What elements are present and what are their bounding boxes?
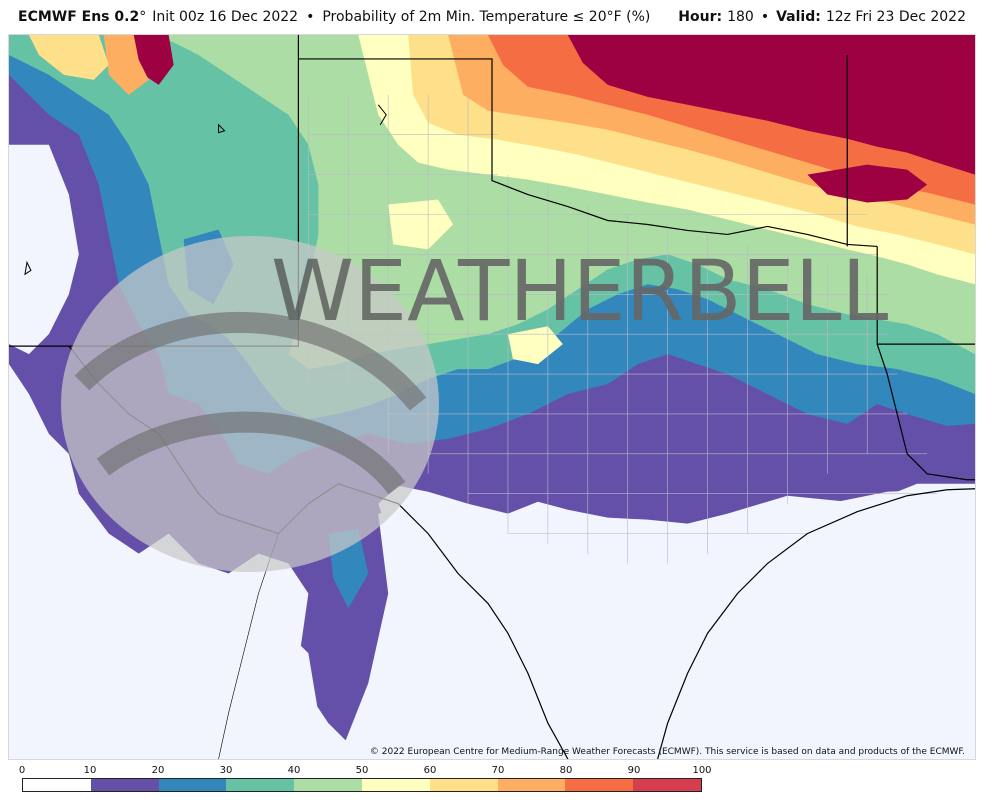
border-mexico-internal	[218, 533, 279, 759]
band-0-10-west	[9, 144, 79, 355]
legend-color-bin	[565, 779, 634, 791]
legend-tick-label: 20	[151, 765, 165, 776]
band-0-10-southwest	[9, 473, 319, 759]
lake-3	[24, 260, 32, 276]
legend-tick-label: 90	[627, 765, 641, 776]
band-50-60-south	[507, 326, 563, 365]
county-lines	[308, 94, 938, 564]
legend-color-bin	[158, 779, 227, 791]
bullet-separator-2: •	[760, 9, 770, 25]
legend-color-bin	[633, 779, 701, 791]
band-90-100	[567, 35, 975, 175]
color-legend: 0 10 20 30 40 50 60 70 80 90 100	[18, 764, 712, 804]
legend-tick-label: 70	[491, 765, 505, 776]
hour-label: Hour:	[678, 9, 723, 25]
border-gulf-coast	[657, 488, 975, 759]
product-title: Probability of 2m Min. Temperature ≤ 20°…	[322, 9, 651, 25]
border-oklahoma-panhandle	[298, 58, 878, 248]
band-0-10-gulf	[338, 488, 975, 759]
legend-colorbar	[22, 778, 702, 792]
hour-value: 180	[727, 9, 754, 25]
legend-ticks: 0 10 20 30 40 50 60 70 80 90 100	[18, 764, 712, 778]
weatherbell-logo-icon: WEATHERBELL	[61, 236, 888, 572]
valid-value: 12z Fri 23 Dec 2022	[825, 9, 966, 25]
legend-tick-label: 30	[219, 765, 233, 776]
band-90-100-east	[807, 164, 928, 203]
legend-color-bin	[226, 779, 295, 791]
lake-2	[218, 123, 226, 134]
bullet-separator: •	[306, 9, 315, 25]
legend-color-bin	[429, 779, 498, 791]
band-50-60-lakes	[388, 199, 454, 250]
legend-tick-label: 10	[83, 765, 97, 776]
legend-tick-label: 60	[423, 765, 437, 776]
model-name: ECMWF Ens 0.2	[18, 9, 140, 25]
map-header: ECMWF Ens 0.2 ° Init 00z 16 Dec 2022 • Pr…	[0, 0, 984, 34]
legend-color-bin	[497, 779, 566, 791]
band-70-80-northwest	[103, 35, 149, 95]
copyright-notice: © 2022 European Centre for Medium-Range …	[369, 747, 965, 757]
legend-tick-label: 0	[18, 765, 26, 776]
watermark-text: WEATHERBELL	[271, 242, 888, 340]
degree-symbol: °	[139, 9, 147, 25]
header-valid-group: Hour: 180 • Valid: 12z Fri 23 Dec 2022	[678, 9, 966, 25]
legend-color-bin	[361, 779, 430, 791]
legend-color-bin	[90, 779, 159, 791]
lake-1	[377, 104, 387, 126]
band-60-70-corner	[28, 35, 109, 80]
legend-tick-label: 50	[355, 765, 369, 776]
legend-tick-label: 40	[287, 765, 301, 776]
border-louisiana	[876, 343, 975, 481]
lakes	[24, 104, 387, 276]
band-90-100-northwest	[128, 35, 174, 85]
init-time: Init 00z 16 Dec 2022	[152, 9, 299, 25]
legend-color-bin	[294, 779, 362, 791]
legend-tick-label: 100	[692, 765, 712, 776]
legend-color-bin	[23, 779, 91, 791]
valid-label: Valid:	[776, 9, 821, 25]
header-title-group: ECMWF Ens 0.2 ° Init 00z 16 Dec 2022 • Pr…	[18, 9, 650, 25]
probability-map[interactable]: WEATHERBELL © 2022 European Centre for M…	[8, 34, 976, 760]
legend-tick-label: 80	[559, 765, 573, 776]
county-grid	[308, 94, 938, 564]
